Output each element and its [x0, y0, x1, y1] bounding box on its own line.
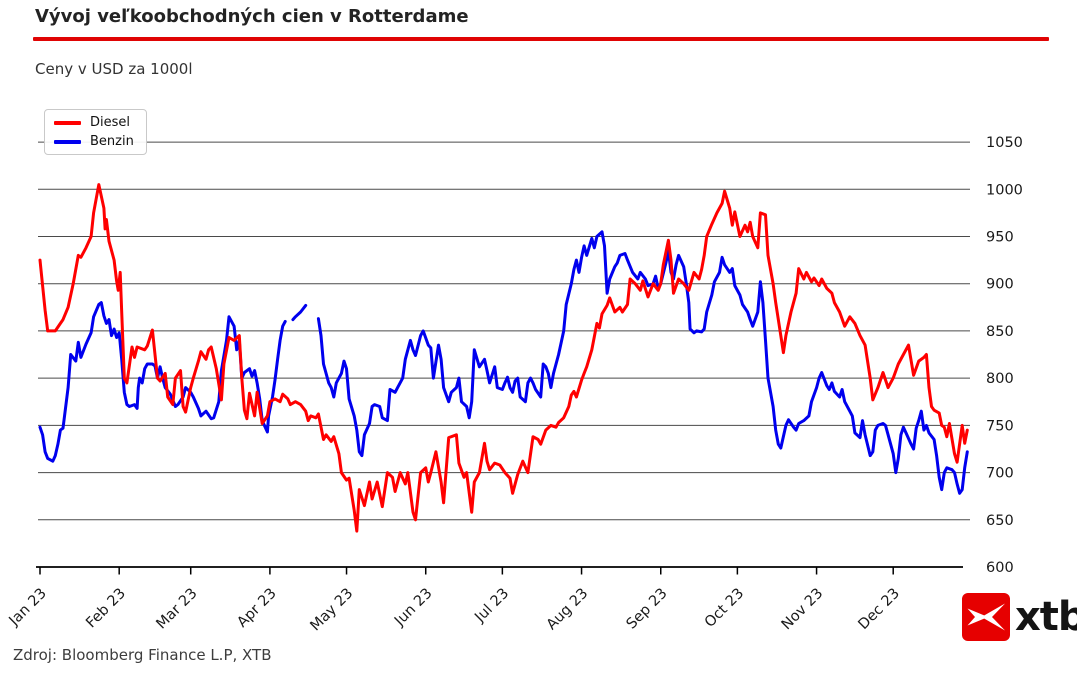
y-tick-label: 800 — [986, 371, 1014, 387]
xtb-logo: xtb — [962, 593, 1077, 641]
x-tick-label: Sep 23 — [624, 586, 671, 633]
chart-subtitle: Ceny v USD za 1000l — [35, 60, 193, 78]
x-tick-label: Nov 23 — [779, 586, 827, 634]
y-tick-label: 1050 — [986, 135, 1023, 151]
y-tick-label: 950 — [986, 229, 1014, 245]
x-tick-label: Mar 23 — [154, 586, 201, 633]
x-tick-label: Dec 23 — [856, 586, 903, 633]
y-tick-label: 1000 — [986, 182, 1023, 198]
legend-label-diesel: Diesel — [90, 115, 131, 130]
legend-item-benzin: Benzin — [54, 135, 134, 148]
x-tick-label: Oct 23 — [702, 586, 747, 631]
source-note: Zdroj: Bloomberg Finance L.P, XTB — [13, 646, 272, 664]
xtb-x-icon — [962, 593, 1010, 641]
y-tick-label: 650 — [986, 513, 1014, 529]
page-title: Vývoj veľkoobchodných cien v Rotterdame — [35, 6, 469, 27]
title-accent-rule — [33, 37, 1049, 41]
x-tick-label: Jun 23 — [391, 586, 435, 630]
x-tick-label: Feb 23 — [83, 586, 129, 632]
chart-legend: Diesel Benzin — [44, 109, 147, 155]
y-tick-label: 900 — [986, 277, 1014, 293]
y-tick-label: 700 — [986, 466, 1014, 482]
series-line-benzin — [38, 230, 969, 495]
x-tick-label: Jan 23 — [6, 586, 50, 630]
y-tick-label: 750 — [986, 418, 1014, 434]
x-tick-label: Apr 23 — [234, 586, 279, 631]
x-tick-label: May 23 — [308, 586, 357, 635]
x-tick-label: Aug 23 — [544, 586, 592, 634]
xtb-logo-text: xtb — [1015, 594, 1077, 640]
x-tick-label: Jul 23 — [471, 586, 512, 627]
y-tick-label: 850 — [986, 324, 1014, 340]
legend-label-benzin: Benzin — [90, 134, 134, 149]
y-tick-label: 600 — [986, 560, 1014, 576]
legend-item-diesel: Diesel — [54, 116, 134, 129]
benzin-line-swatch — [54, 139, 81, 144]
series-line-diesel — [38, 183, 969, 533]
diesel-line-swatch — [54, 120, 81, 125]
